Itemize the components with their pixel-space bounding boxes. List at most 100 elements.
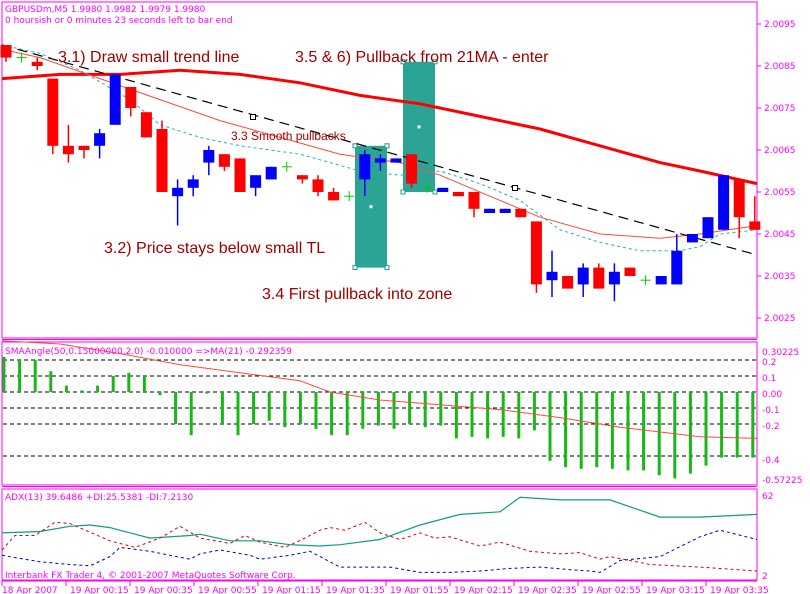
time-label: 19 Apr 02:55 [582, 586, 641, 594]
sma-bar [470, 392, 474, 437]
symbol-info: GBPUSDm,M5 1.9980 1.9982 1.9979 1.9980 [5, 5, 206, 15]
sma-bar [376, 392, 380, 426]
main-panel-frame [1, 1, 758, 339]
annotation-3-5-6[interactable]: 3.5 & 6) Pullback from 21MA - enter [295, 49, 549, 66]
zone-handle[interactable] [352, 265, 358, 271]
bull-candle [109, 74, 121, 125]
sma-bar [688, 392, 692, 474]
bear-candle [733, 179, 745, 218]
time-label: 19 Apr 00:35 [134, 586, 193, 594]
sma-bar [127, 372, 131, 392]
sma-angle-histogram [1, 340, 758, 479]
sma-bar [33, 360, 37, 392]
annotation-3-2[interactable]: 3.2) Price stays below small TL [104, 240, 325, 257]
bear-candle [125, 87, 137, 108]
bear-candle [593, 267, 605, 289]
sma-axis-label: 0.1 [762, 374, 776, 384]
bear-candle [0, 45, 12, 58]
sma-bar [267, 392, 271, 421]
zone-handle[interactable] [432, 59, 438, 65]
sma-axis-label: -0.4 [762, 456, 780, 466]
sma-axis-label: 0.30225 [762, 348, 799, 358]
sma-axis-label: -0.2 [762, 422, 780, 432]
adx-label: ADX(13) 39.6486 +DI:25.5381 -DI:7.2130 [5, 493, 194, 503]
sma-bar [595, 392, 599, 468]
adx-line [1, 496, 758, 547]
zone-handle[interactable] [352, 143, 358, 149]
copyright: Interbank FX Trader 4, © 2001-2007 MetaQ… [5, 571, 296, 581]
sma-ma-line [1, 340, 758, 439]
time-axis: 18 Apr 2007 19 Apr 00:15 19 Apr 00:35 19 Ap… [1, 580, 769, 594]
trendline-handle[interactable] [512, 185, 518, 191]
sma-bar [501, 392, 505, 437]
sma-bar [2, 356, 6, 392]
price-label: 2.0085 [764, 62, 796, 72]
bull-candle [718, 175, 730, 230]
sma-bar [252, 392, 256, 424]
annotation-3-3[interactable]: 3.3 Smooth pullbacks [231, 129, 346, 143]
zone-handle[interactable] [432, 189, 438, 195]
bear-candle [515, 208, 527, 218]
sma-panel-frame [1, 341, 758, 486]
bull-candle [437, 187, 449, 192]
bull-candle [187, 179, 199, 188]
bear-candle [234, 158, 246, 192]
zone-handle[interactable] [384, 143, 390, 149]
sma-bar [408, 392, 412, 424]
bull-candle [577, 267, 589, 285]
adx-axis-label: 62 [762, 492, 773, 502]
adx-axis-label: 2 [762, 572, 768, 582]
annotation-3-1[interactable]: 3.1) Draw small trend line [58, 49, 240, 66]
sma-bar [532, 392, 536, 431]
sma-bar [142, 376, 146, 392]
bear-candle [47, 78, 59, 146]
sma-bar [189, 392, 193, 436]
sma-bar [283, 392, 287, 428]
adx-panel-frame [1, 488, 758, 581]
bear-candle [624, 267, 636, 276]
bull-candle [702, 217, 714, 239]
sma-bar [704, 392, 708, 466]
candlesticks [0, 45, 761, 302]
annotation-3-4[interactable]: 3.4 First pullback into zone [262, 286, 452, 303]
sma-bar [673, 392, 677, 479]
sma-bar [330, 392, 334, 436]
sma-axis-label: 0.00 [762, 390, 782, 400]
time-label: 19 Apr 02:35 [518, 586, 577, 594]
bear-candle [406, 154, 418, 184]
adx-lines: 62 2 [1, 492, 773, 582]
bear-candle [156, 129, 168, 192]
price-axis: 2.0095 2.0085 2.0075 2.0065 2.0055 2.0045 2.00… [757, 20, 796, 324]
bear-candle [31, 61, 43, 66]
sma-bar [579, 392, 583, 469]
sma-bar [298, 392, 302, 424]
bull-candle [546, 271, 558, 281]
sma-bar [439, 392, 443, 426]
sma-angle-label: SMAAngle(50,0.15000000,2.0) -0.010000 =>… [5, 347, 292, 357]
sma-bar [361, 392, 365, 429]
bull-candle [359, 154, 371, 180]
bar-timer: 0 hoursish or 0 minutes 23 seconds left … [5, 16, 233, 26]
time-label: 19 Apr 00:55 [198, 586, 257, 594]
zone-center-handle[interactable] [417, 125, 421, 129]
zone-handle[interactable] [384, 265, 390, 271]
zone-handle[interactable] [400, 59, 406, 65]
trend-line-dashed[interactable] [1, 44, 758, 256]
trend-line[interactable] [1, 44, 758, 256]
sma-bar [220, 392, 224, 424]
sma-bar [158, 392, 162, 396]
price-label: 2.0045 [764, 230, 796, 240]
zone-center-handle[interactable] [369, 205, 373, 209]
bear-candle [296, 175, 308, 180]
price-label: 2.0065 [764, 146, 796, 156]
time-label: 19 Apr 00:15 [70, 586, 129, 594]
zone-handle[interactable] [400, 189, 406, 195]
bull-candle [499, 208, 511, 213]
bear-candle [312, 179, 324, 192]
sma-bar [314, 392, 318, 429]
sma-bar [80, 390, 84, 392]
trendline-handle[interactable] [250, 114, 256, 120]
time-label: 19 Apr 01:55 [390, 586, 449, 594]
